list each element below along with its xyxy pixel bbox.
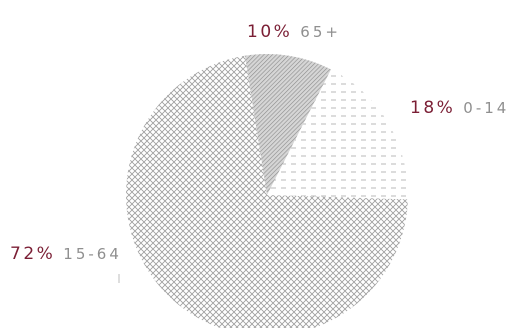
slice-category: 0-14 <box>463 99 509 117</box>
slice-label-15-64: 72% 15-64 <box>10 244 122 264</box>
slice-percent: 18% <box>410 98 455 118</box>
pie-slice-65plus <box>244 53 332 195</box>
pie-slice-0-14 <box>267 69 408 200</box>
slice-category: 65+ <box>300 23 341 41</box>
slice-label-65plus: 10% 65+ <box>247 22 341 42</box>
slice-category: 15-64 <box>63 245 122 263</box>
pie-slice-15-64 <box>126 55 408 328</box>
slice-percent: 72% <box>10 244 55 264</box>
slice-label-0-14: 18% 0-14 <box>410 98 509 118</box>
slice-percent: 10% <box>247 22 292 42</box>
